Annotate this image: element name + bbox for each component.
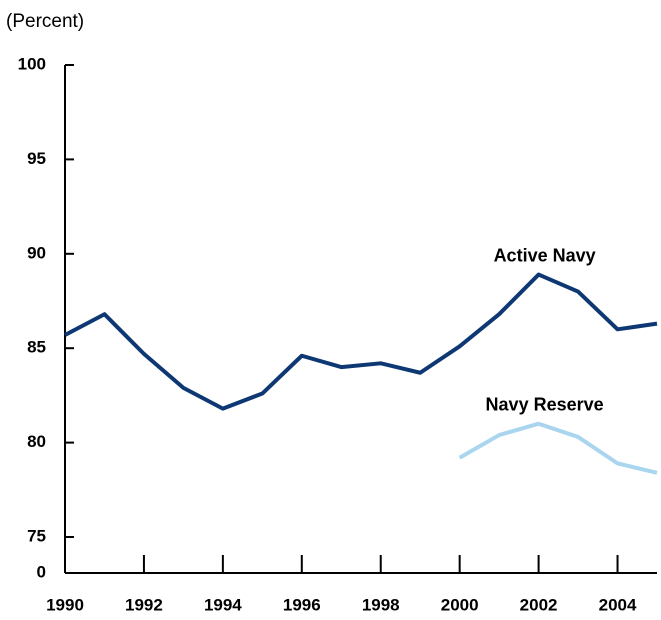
series-line (64, 272, 658, 411)
y-break-label: 0 (37, 562, 46, 581)
series-label: Navy Reserve (486, 394, 604, 414)
series-label: Active Navy (494, 245, 596, 265)
y-tick-label: 75 (27, 526, 46, 545)
x-tick-label: 2000 (441, 595, 479, 614)
x-tick-label: 1996 (283, 595, 321, 614)
series-line (458, 421, 658, 475)
y-tick-label: 100 (18, 54, 46, 73)
x-tick-label: 1992 (125, 595, 163, 614)
y-tick-label: 80 (27, 432, 46, 451)
x-tick-label: 1994 (204, 595, 242, 614)
x-tick-label: 2002 (520, 595, 558, 614)
y-tick-label: 95 (27, 149, 46, 168)
y-tick-label: 85 (27, 338, 46, 357)
x-tick-label: 1990 (46, 595, 84, 614)
chart-subtitle: (Percent) (6, 11, 84, 32)
y-tick-label: 90 (27, 243, 46, 262)
x-tick-label: 1998 (362, 595, 400, 614)
x-tick-label: 2004 (599, 595, 637, 614)
